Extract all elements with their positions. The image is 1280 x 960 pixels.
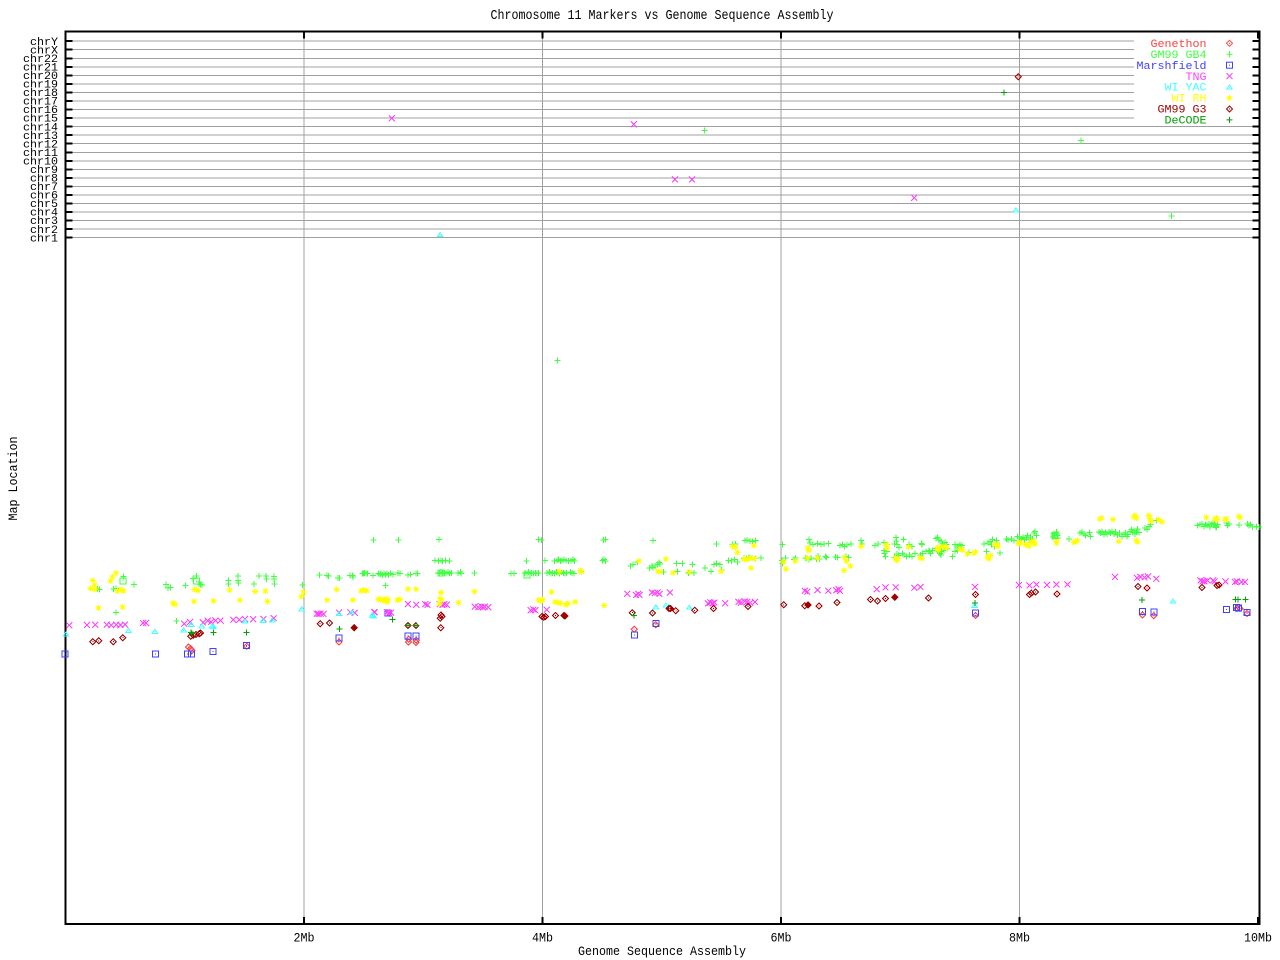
svg-text:Map Location: Map Location <box>6 437 21 521</box>
svg-text:chr11: chr11 <box>23 148 58 160</box>
svg-text:chr16: chr16 <box>23 105 58 117</box>
svg-text:chr5: chr5 <box>30 199 58 211</box>
svg-text:chr8: chr8 <box>30 174 58 186</box>
svg-text:chr3: chr3 <box>30 216 58 228</box>
svg-text:chr6: chr6 <box>30 191 58 203</box>
svg-text:DeCODE: DeCODE <box>1165 116 1207 128</box>
svg-text:4Mb: 4Mb <box>532 931 553 946</box>
svg-text:chrY: chrY <box>30 37 58 49</box>
svg-text:chr10: chr10 <box>23 156 58 168</box>
svg-text:10Mb: 10Mb <box>1244 931 1272 946</box>
svg-text:WI YAC: WI YAC <box>1165 83 1207 95</box>
svg-text:chr12: chr12 <box>23 139 58 151</box>
svg-text:6Mb: 6Mb <box>771 931 792 946</box>
svg-text:Genome Sequence Assembly: Genome Sequence Assembly <box>578 944 746 959</box>
svg-text:chr4: chr4 <box>30 208 58 220</box>
svg-text:2Mb: 2Mb <box>294 931 315 946</box>
svg-text:chr21: chr21 <box>23 62 58 74</box>
svg-text:chr17: chr17 <box>23 97 58 109</box>
svg-text:chr22: chr22 <box>23 54 58 66</box>
svg-text:chr20: chr20 <box>23 71 58 83</box>
svg-text:chr14: chr14 <box>23 122 58 134</box>
svg-text:chr19: chr19 <box>23 80 58 92</box>
svg-text:WI RH: WI RH <box>1172 94 1207 106</box>
svg-text:TNG: TNG <box>1186 72 1207 84</box>
svg-text:Genethon: Genethon <box>1151 39 1207 51</box>
svg-text:Chromosome 11 Markers vs Genom: Chromosome 11 Markers vs Genome Sequence… <box>491 8 834 24</box>
svg-text:chr2: chr2 <box>30 225 58 237</box>
svg-text:GM99 GB4: GM99 GB4 <box>1151 50 1207 62</box>
svg-text:chr18: chr18 <box>23 88 58 100</box>
svg-text:chrX: chrX <box>30 45 58 57</box>
svg-text:chr7: chr7 <box>30 182 58 194</box>
svg-text:chr13: chr13 <box>23 131 58 143</box>
svg-text:chr1: chr1 <box>30 233 58 245</box>
svg-text:8Mb: 8Mb <box>1009 931 1030 946</box>
svg-text:chr9: chr9 <box>30 165 58 177</box>
svg-text:GM99 G3: GM99 G3 <box>1158 105 1207 117</box>
svg-text:chr15: chr15 <box>23 114 58 126</box>
svg-text:Marshfield: Marshfield <box>1137 61 1207 73</box>
